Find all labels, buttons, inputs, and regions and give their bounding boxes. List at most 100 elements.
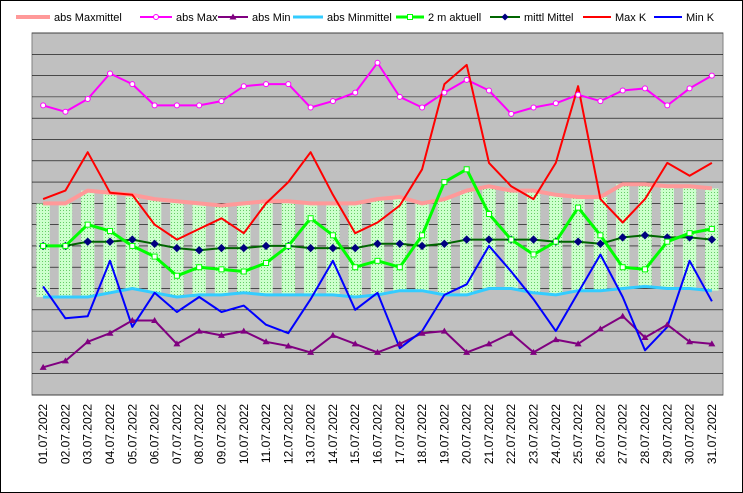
data-point-mittl-mittel xyxy=(328,243,338,253)
data-point-mittl-mittel xyxy=(105,237,115,246)
data-point-abs-min xyxy=(440,327,448,334)
data-point-2-m-aktuell xyxy=(396,264,403,271)
x-tick-label: 29.07.2022 xyxy=(660,404,674,464)
data-point-abs-min xyxy=(396,340,404,347)
data-point-abs-max xyxy=(508,110,515,117)
x-tick-label: 28.07.2022 xyxy=(638,404,652,464)
data-point-abs-max xyxy=(107,70,114,77)
data-point-mittl-mittel xyxy=(440,239,449,249)
data-point-2-m-aktuell xyxy=(597,232,604,239)
x-tick-label: 13.07.2022 xyxy=(304,404,318,464)
data-point-abs-min xyxy=(262,338,270,345)
x-tick-label: 03.07.2022 xyxy=(81,404,95,464)
x-tick-label: 20.07.2022 xyxy=(460,404,474,464)
data-point-abs-min xyxy=(151,316,159,323)
data-point-abs-max xyxy=(285,81,292,88)
data-point-abs-min xyxy=(173,340,181,347)
data-point-abs-min xyxy=(552,336,560,343)
x-tick-label: 22.07.2022 xyxy=(504,404,518,464)
data-point-mittl-mittel xyxy=(351,243,360,253)
data-point-abs-min xyxy=(106,329,114,336)
data-point-abs-min xyxy=(351,340,359,347)
data-point-abs-max xyxy=(352,89,359,96)
legend-marker-mittl-mittel xyxy=(501,13,509,21)
x-tick-label: 08.07.2022 xyxy=(192,404,206,464)
data-point-2-m-aktuell xyxy=(218,266,225,273)
data-point-abs-min xyxy=(663,321,671,328)
data-point-abs-max xyxy=(62,108,69,115)
x-tick-label: 16.07.2022 xyxy=(371,404,385,464)
data-point-abs-max xyxy=(664,102,671,109)
data-point-abs-max xyxy=(196,102,203,109)
data-point-abs-min xyxy=(530,348,538,355)
data-point-abs-min xyxy=(619,312,627,319)
data-point-abs-max xyxy=(374,59,381,66)
data-point-abs-max xyxy=(151,102,158,109)
x-tick-label: 17.07.2022 xyxy=(393,404,407,464)
data-point-mittl-mittel xyxy=(640,231,650,240)
data-point-2-m-aktuell xyxy=(708,225,715,232)
x-tick-label: 05.07.2022 xyxy=(125,404,139,464)
x-tick-label: 31.07.2022 xyxy=(705,404,719,464)
data-point-2-m-aktuell xyxy=(40,242,47,249)
data-point-abs-min xyxy=(485,340,493,347)
x-tick-label: 25.07.2022 xyxy=(571,404,585,464)
legend-label-abs-minmittel: abs Minmittel xyxy=(327,12,392,24)
data-point-2-m-aktuell xyxy=(352,264,359,271)
data-point-2-m-aktuell xyxy=(285,242,292,249)
data-point-mittl-mittel xyxy=(596,239,605,249)
data-point-abs-min xyxy=(418,329,426,336)
data-point-abs-max xyxy=(552,100,559,107)
data-point-abs-min xyxy=(507,329,515,336)
legend-label-max-k: Max K xyxy=(615,12,647,24)
data-point-abs-max xyxy=(530,104,537,111)
data-point-abs-min xyxy=(329,331,337,338)
data-point-2-m-aktuell xyxy=(664,238,671,245)
data-point-abs-min xyxy=(217,331,225,338)
legend-marker-abs-min xyxy=(229,13,237,20)
data-point-abs-min xyxy=(128,316,136,323)
data-point-mittl-mittel xyxy=(150,239,159,249)
data-point-2-m-aktuell xyxy=(641,266,648,273)
x-tick-label: 21.07.2022 xyxy=(482,404,496,464)
data-point-2-m-aktuell xyxy=(530,251,537,258)
x-tick-label: 06.07.2022 xyxy=(148,404,162,464)
legend-label-abs-max: abs Max xyxy=(176,12,218,24)
data-point-mittl-mittel xyxy=(462,235,471,244)
x-tick-label: 24.07.2022 xyxy=(549,404,563,464)
legend-label-mittl-mittel: mittl Mittel xyxy=(524,12,574,24)
data-point-2-m-aktuell xyxy=(329,232,336,239)
data-point-abs-max xyxy=(84,96,91,103)
data-point-2-m-aktuell xyxy=(129,242,136,249)
data-point-2-m-aktuell xyxy=(619,264,626,271)
x-tick-label: 12.07.2022 xyxy=(281,404,295,464)
data-point-abs-max xyxy=(218,98,225,105)
data-point-abs-max xyxy=(307,104,314,111)
legend-marker-2-m-aktuell xyxy=(407,14,413,20)
data-point-2-m-aktuell xyxy=(686,230,693,237)
data-point-2-m-aktuell xyxy=(419,232,426,239)
data-point-2-m-aktuell xyxy=(151,253,158,260)
data-point-mittl-mittel xyxy=(573,237,583,246)
x-tick-label: 19.07.2022 xyxy=(437,404,451,464)
data-point-abs-max xyxy=(419,104,426,111)
data-point-abs-min xyxy=(596,325,604,332)
data-point-abs-min xyxy=(240,327,248,334)
data-point-abs-max xyxy=(575,91,582,98)
series-line-min-k xyxy=(42,244,713,352)
data-point-mittl-mittel xyxy=(172,243,182,253)
range-band-bar xyxy=(58,203,73,298)
x-tick-label: 18.07.2022 xyxy=(415,404,429,464)
data-point-2-m-aktuell xyxy=(84,221,91,228)
x-tick-label: 11.07.2022 xyxy=(259,404,273,463)
x-tick-label: 26.07.2022 xyxy=(593,404,607,464)
data-point-2-m-aktuell xyxy=(575,204,582,211)
data-point-abs-max xyxy=(686,85,693,92)
data-point-abs-max xyxy=(641,85,648,92)
data-point-mittl-mittel xyxy=(261,241,271,251)
data-point-abs-max xyxy=(485,87,492,94)
x-tick-label: 27.07.2022 xyxy=(616,404,630,464)
x-tick-label: 09.07.2022 xyxy=(214,404,228,464)
data-point-2-m-aktuell xyxy=(263,259,270,266)
